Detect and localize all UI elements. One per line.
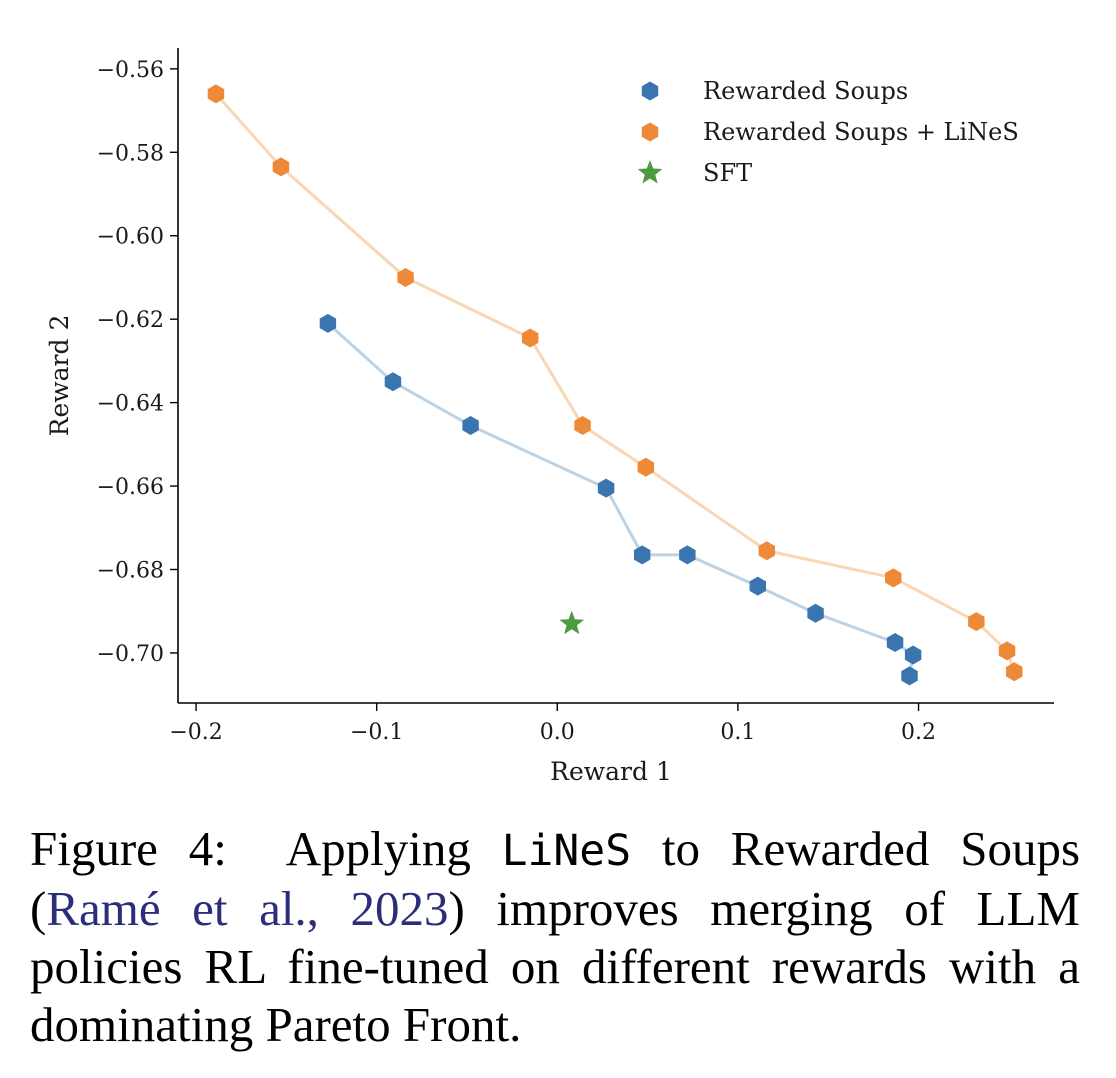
rewarded-soups-point (633, 545, 651, 565)
rewarded-soups-lines-point (397, 267, 414, 287)
axes: −0.2 −0.1 0.0 0.1 0.2 −0.56 −0.58 −0.60 −0.62 −0.… (97, 48, 1054, 745)
figure-caption: Figure 4: Applying LiNeS to Rewarded Sou… (30, 820, 1080, 1054)
rewarded-soups-point (462, 416, 479, 436)
rewarded-soups-point (749, 576, 767, 596)
x-tick-label: 0.1 (720, 720, 755, 745)
rewarded-soups-lines-point (272, 157, 290, 177)
y-axis-label: Reward 2 (45, 315, 74, 437)
rewarded-soups-point (904, 645, 922, 665)
legend-marker-rewarded-soups-lines (641, 122, 659, 142)
y-tick-label: −0.70 (97, 642, 164, 667)
legend-marker-sft (637, 160, 663, 184)
x-tick-label: 0.0 (540, 720, 575, 745)
y-tick-label: −0.66 (97, 475, 164, 500)
legend-label-rewarded-soups-lines: Rewarded Soups + LiNeS (703, 118, 1019, 146)
rewarded-soups-point (886, 633, 904, 653)
rewarded-soups-point (384, 372, 402, 392)
rewarded-soups-lines-point (637, 457, 655, 477)
legend-label-rewarded-soups: Rewarded Soups (703, 77, 908, 105)
rewarded-soups-point (679, 545, 696, 565)
caption-text-3: ) improves merging of LLM policies RL fi… (30, 881, 1080, 1052)
rewarded-soups-lines-point (521, 328, 539, 348)
rewarded-soups-lines-point (207, 84, 225, 104)
caption-method-name: LiNeS (501, 826, 632, 876)
rewarded-soups-point (901, 666, 918, 686)
y-tick-label: −0.56 (97, 58, 164, 83)
rewarded-soups-lines-point (1006, 662, 1023, 682)
x-axis-label: Reward 1 (550, 757, 672, 786)
rewarded-soups-point (319, 313, 337, 333)
rewarded-soups-point (807, 603, 824, 623)
legend-label-sft: SFT (703, 159, 752, 187)
rewarded-soups-lines-point (885, 568, 902, 588)
rewarded-soups-lines-point (758, 541, 776, 561)
x-tick-label: −0.2 (169, 720, 222, 745)
caption-citation-link[interactable]: Ramé et al., 2023 (46, 881, 449, 936)
x-tick-label: −0.1 (350, 720, 403, 745)
rewarded-soups-lines-point (574, 416, 591, 436)
caption-text-2: to Rewarded Soups ( (30, 821, 1081, 936)
legend-marker-rewarded-soups (641, 81, 659, 101)
y-tick-label: −0.68 (97, 558, 164, 583)
series-lines (214, 92, 1016, 677)
rewarded-soups-point (597, 478, 615, 498)
x-tick-label: 0.2 (901, 720, 936, 745)
rewarded-soups-lines-point (968, 612, 985, 632)
scatter-chart: −0.2 −0.1 0.0 0.1 0.2 −0.56 −0.58 −0.60 −0.62 −0.… (45, 48, 1054, 786)
rewarded-soups-lines-point (998, 641, 1016, 661)
y-tick-label: −0.64 (97, 392, 164, 417)
caption-text-1: Applying (285, 821, 471, 876)
rewarded-soups-line (326, 322, 915, 677)
series-points (207, 84, 1023, 686)
sft-point (559, 610, 585, 635)
y-tick-label: −0.62 (97, 308, 164, 333)
legend: Rewarded Soups Rewarded Soups + LiNeS SFT (637, 77, 1019, 187)
y-tick-label: −0.60 (97, 225, 164, 250)
y-tick-label: −0.58 (97, 141, 164, 166)
caption-label: Figure 4: (30, 821, 227, 876)
